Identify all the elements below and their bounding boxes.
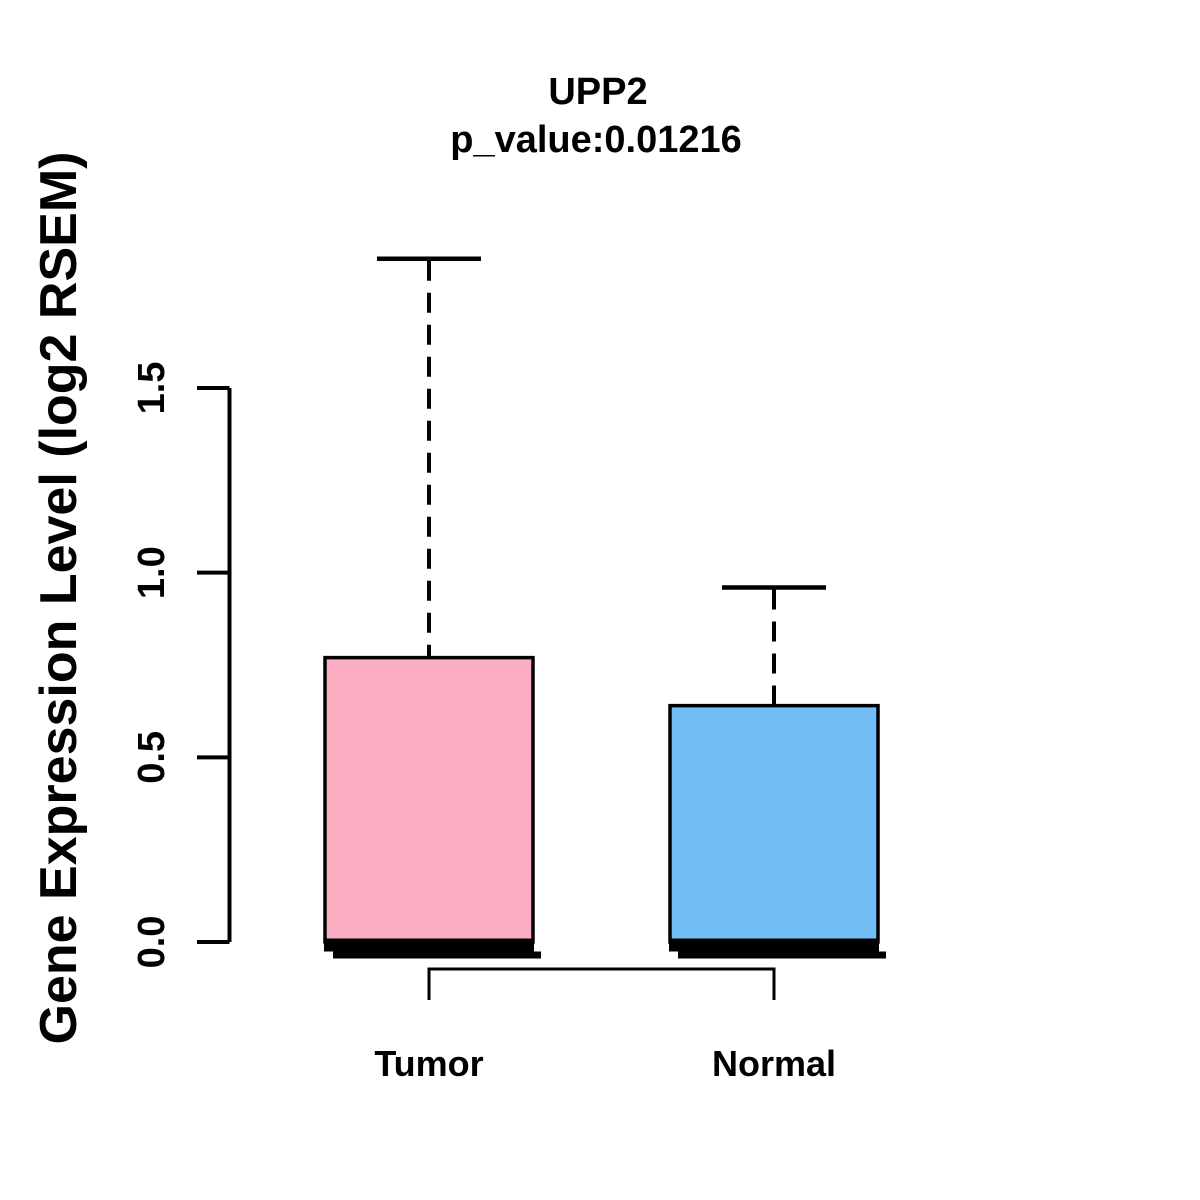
y-tick-label: 0.5	[131, 731, 173, 784]
boxplot-series	[323, 256, 886, 959]
box-iqr	[668, 703, 880, 944]
chart-subtitle: p_value:0.01216	[450, 119, 742, 161]
y-tick-label: 1.0	[131, 546, 173, 599]
category-label-tumor: Tumor	[374, 1043, 483, 1084]
category-labels: Tumor Normal	[374, 1043, 836, 1084]
chart-title: UPP2	[548, 71, 647, 113]
y-tick-label: 0.0	[131, 916, 173, 969]
box-iqr	[323, 655, 535, 944]
category-label-normal: Normal	[712, 1043, 836, 1084]
y-axis-label: Gene Expression Level (log2 RSEM)	[30, 152, 88, 1045]
x-axis-bracket	[427, 967, 776, 1000]
boxplot-group-normal	[668, 585, 886, 959]
y-axis: 0.0 0.5 1.0 1.5	[131, 362, 232, 969]
y-tick-label: 1.5	[131, 362, 173, 415]
boxplot-group-tumor	[323, 256, 541, 959]
x-axis-bracket-path	[427, 967, 776, 1000]
